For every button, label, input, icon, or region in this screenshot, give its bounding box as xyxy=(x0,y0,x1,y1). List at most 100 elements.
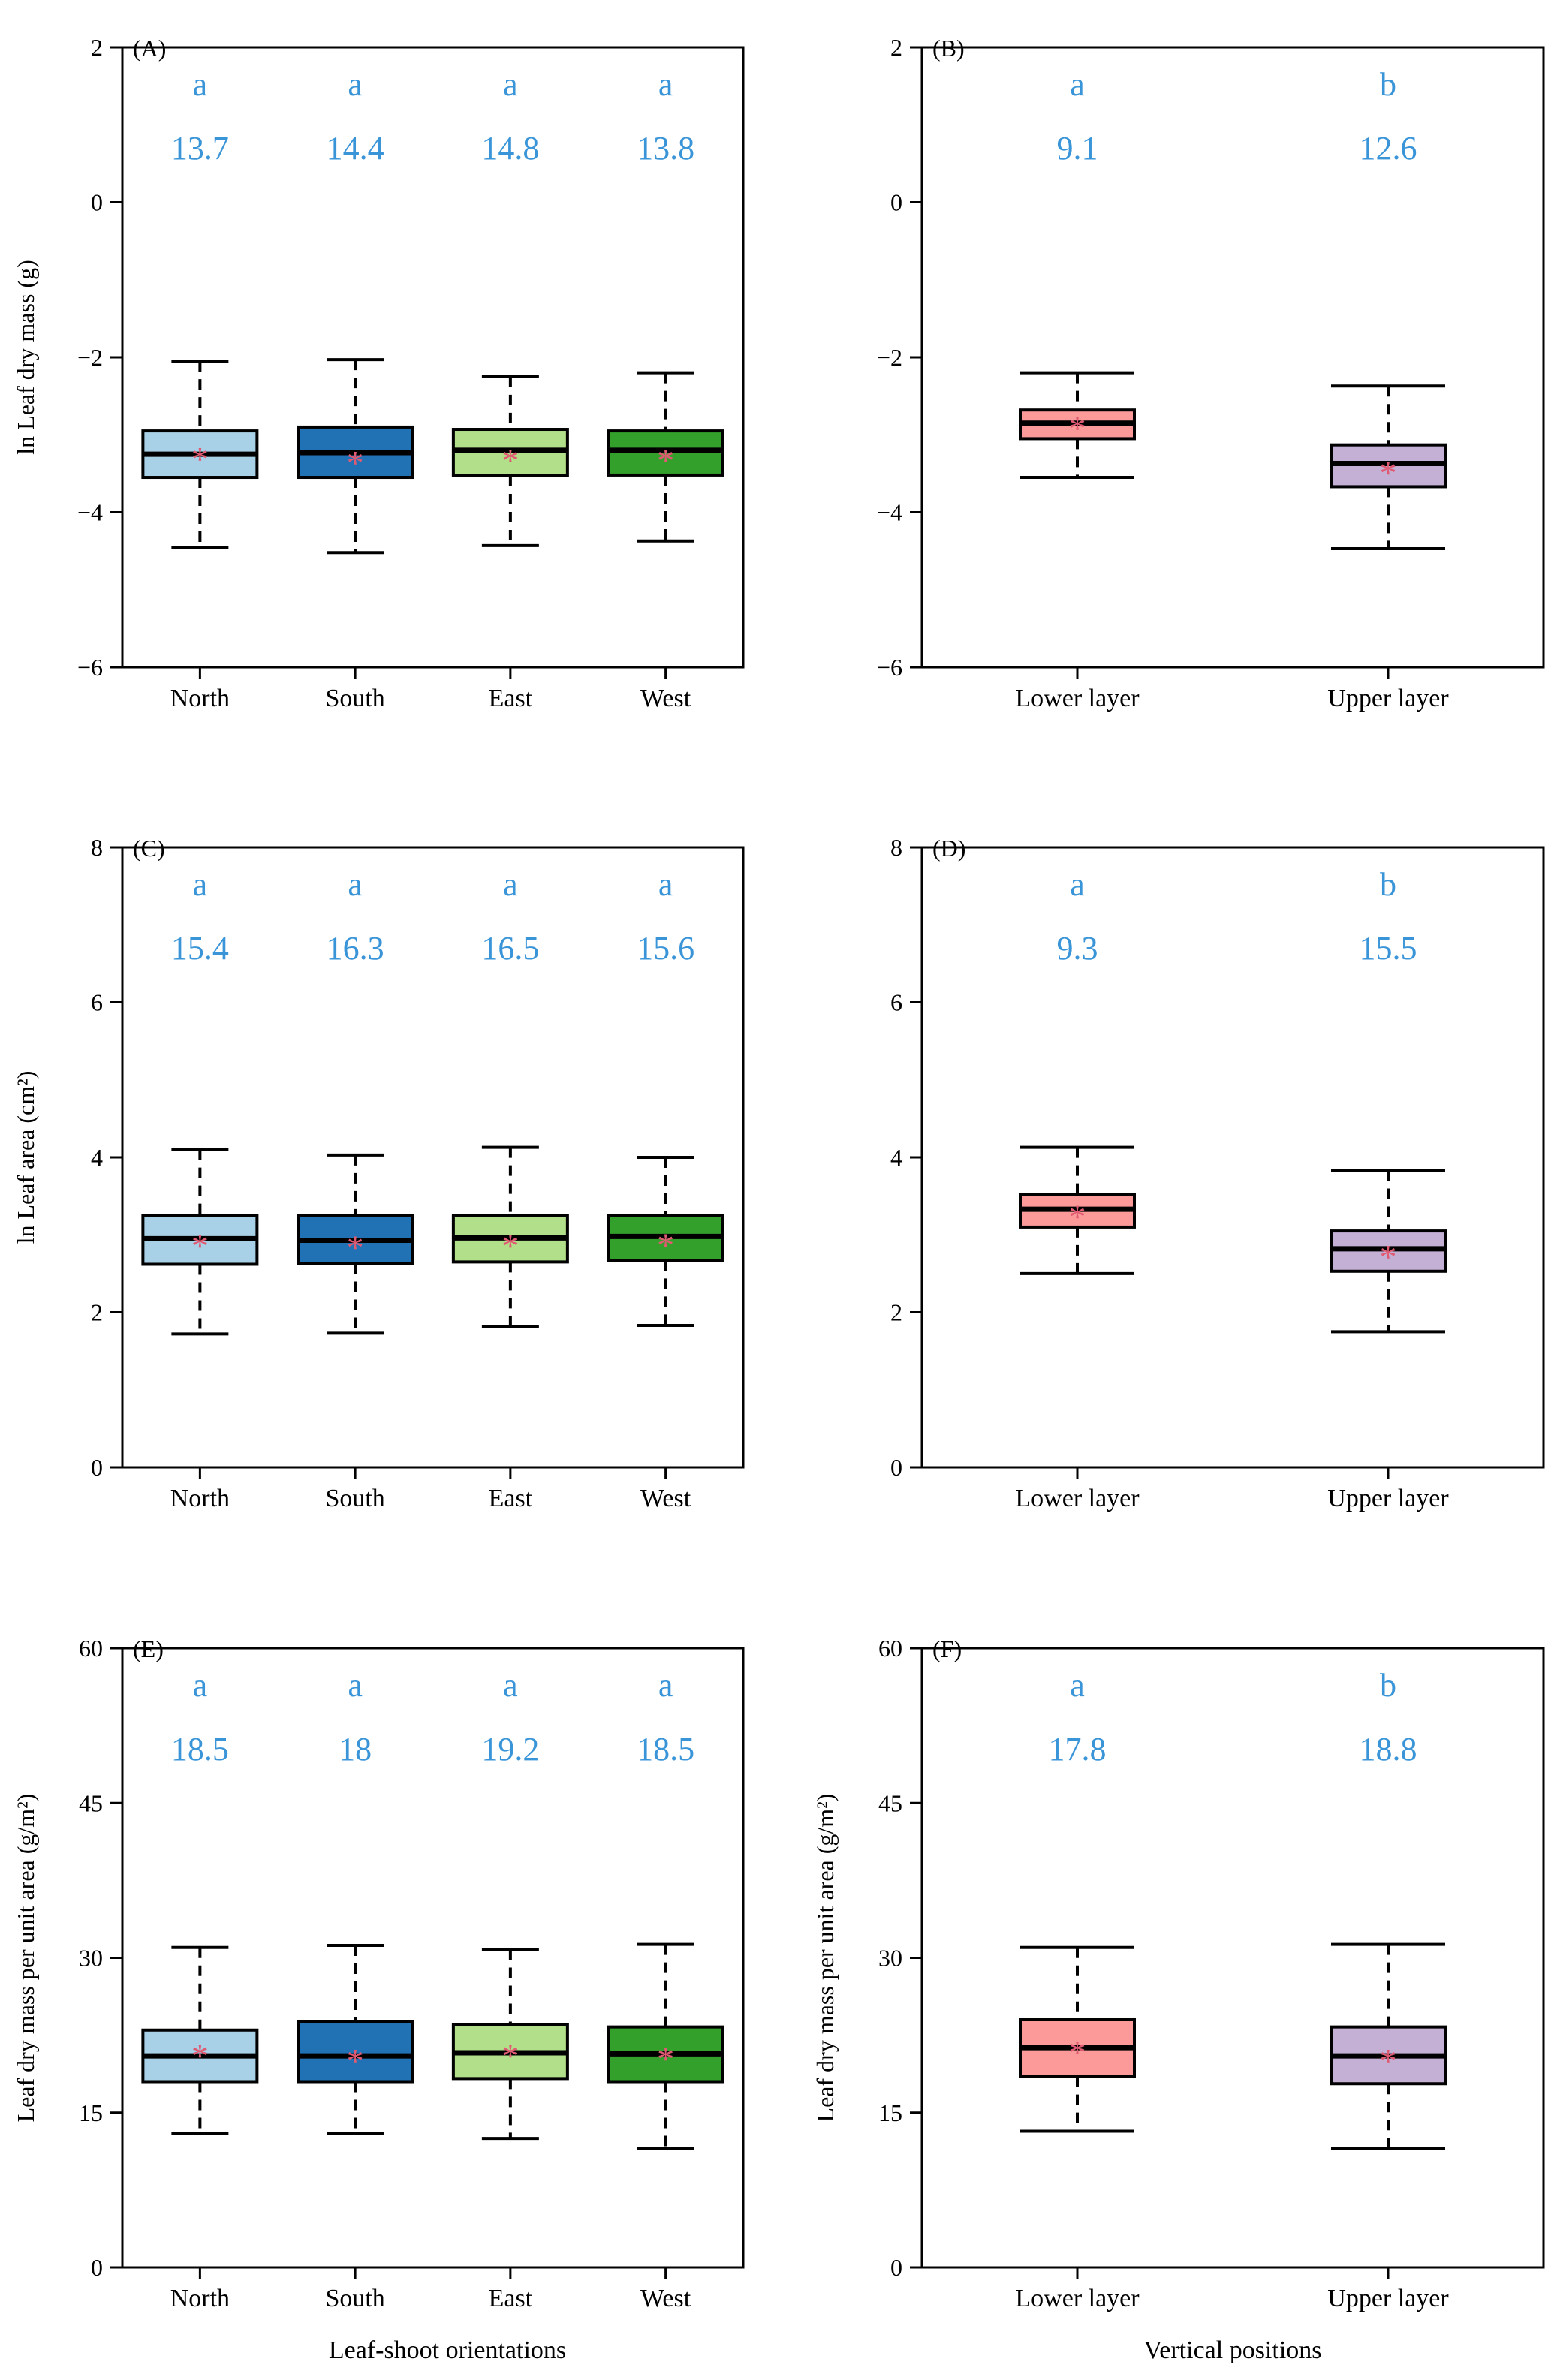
value-label: 13.8 xyxy=(637,130,694,167)
box-south: South * a 16.3 xyxy=(297,866,414,1512)
mean-marker: * xyxy=(1069,2033,1086,2072)
x-tick-label: East xyxy=(489,2285,533,2312)
value-label: 9.3 xyxy=(1057,930,1098,967)
mean-marker: * xyxy=(501,2036,519,2075)
mean-marker: * xyxy=(347,2042,364,2080)
value-label: 18.5 xyxy=(637,1731,694,1768)
y-tick-label: 60 xyxy=(79,1635,103,1662)
panel-e: (E) 0 15 30 45 60 Leaf dry mass per unit area … xyxy=(12,1635,745,2312)
panel-label: (A) xyxy=(133,35,166,62)
x-tick-label: Upper layer xyxy=(1327,1485,1449,1512)
y-tick-label: 6 xyxy=(890,989,902,1016)
x-tick-label: West xyxy=(640,685,691,712)
significance-letter: a xyxy=(348,1667,363,1704)
significance-letter: a xyxy=(503,66,518,103)
y-tick-label: 2 xyxy=(890,1299,902,1326)
y-tick-label: 0 xyxy=(890,189,902,216)
panel-f: (F) 0 15 30 45 60 Leaf dry mass per unit area … xyxy=(812,1635,1545,2312)
value-label: 18.5 xyxy=(171,1731,229,1768)
y-tick-label: 2 xyxy=(890,34,902,61)
mean-marker: * xyxy=(657,1226,674,1264)
box-lower-layer: Lower layer * a 9.3 xyxy=(1015,866,1140,1512)
value-label: 12.6 xyxy=(1360,130,1417,167)
panel-label: (C) xyxy=(133,835,165,862)
iqr-box xyxy=(607,429,724,477)
value-label: 16.5 xyxy=(481,930,539,967)
y-tick-label: 15 xyxy=(878,2099,902,2126)
value-label: 14.4 xyxy=(327,130,384,167)
y-axis-label: Leaf dry mass per unit area (g/m²) xyxy=(812,1794,839,2123)
value-label: 13.7 xyxy=(171,130,229,167)
value-label: 18 xyxy=(339,1731,372,1768)
x-tick-label: East xyxy=(489,1485,533,1512)
mean-marker: * xyxy=(347,444,364,482)
y-tick-label: 2 xyxy=(91,1299,103,1326)
box-north: North * a 13.7 xyxy=(141,66,259,712)
box-east: East * a 16.5 xyxy=(451,866,569,1512)
panel-a: (A) −6 −4 −2 0 2 ln Leaf dry mass (g) North * a 13… xyxy=(12,34,745,712)
mean-marker: * xyxy=(1069,1197,1086,1235)
x-tick-label: East xyxy=(489,685,533,712)
y-tick-label: 0 xyxy=(890,2254,902,2281)
mean-marker: * xyxy=(347,1229,364,1267)
box-lower-layer: Lower layer * a 17.8 xyxy=(1015,1667,1140,2312)
value-label: 15.5 xyxy=(1360,930,1417,967)
box-upper-layer: Upper layer * b 15.5 xyxy=(1327,866,1449,1512)
box-west: West * a 15.6 xyxy=(607,866,724,1512)
box-north: North * a 18.5 xyxy=(141,1667,259,2312)
y-tick-label: −4 xyxy=(877,499,902,526)
significance-letter: b xyxy=(1380,866,1396,903)
x-tick-label: Lower layer xyxy=(1015,2285,1140,2312)
significance-letter: a xyxy=(348,66,363,103)
y-tick-label: 4 xyxy=(91,1144,103,1171)
significance-letter: b xyxy=(1380,66,1396,103)
significance-letter: a xyxy=(503,866,518,903)
plot-frame xyxy=(920,1647,1545,2269)
y-tick-label: 6 xyxy=(91,989,103,1016)
y-axis-label: Leaf dry mass per unit area (g/m²) xyxy=(12,1794,39,2123)
mean-marker: * xyxy=(657,441,674,480)
significance-letter: a xyxy=(1070,66,1085,103)
x-tick-label: North xyxy=(170,2285,230,2312)
x-tick-label: North xyxy=(170,685,230,712)
y-tick-label: 4 xyxy=(890,1144,902,1171)
significance-letter: a xyxy=(658,66,673,103)
box-east: East * a 19.2 xyxy=(451,1667,569,2312)
value-label: 15.4 xyxy=(171,930,229,967)
mean-marker: * xyxy=(191,440,209,478)
mean-marker: * xyxy=(1069,409,1086,447)
y-tick-label: −6 xyxy=(77,654,103,681)
y-tick-label: 15 xyxy=(79,2099,103,2126)
y-tick-label: 0 xyxy=(91,189,103,216)
plot-frame xyxy=(920,46,1545,669)
significance-letter: a xyxy=(503,1667,518,1704)
value-label: 18.8 xyxy=(1360,1731,1417,1768)
significance-letter: a xyxy=(193,66,208,103)
mean-marker: * xyxy=(191,2036,209,2075)
value-label: 14.8 xyxy=(481,130,539,167)
y-tick-label: −4 xyxy=(77,499,103,526)
panel-label: (F) xyxy=(932,1635,962,1662)
significance-letter: a xyxy=(658,866,673,903)
significance-letter: a xyxy=(193,1667,208,1704)
value-label: 17.8 xyxy=(1049,1731,1107,1768)
box-south: South * a 14.4 xyxy=(297,66,414,712)
significance-letter: a xyxy=(1070,1667,1085,1704)
x-tick-label: Lower layer xyxy=(1015,1485,1140,1512)
box-upper-layer: Upper layer * b 12.6 xyxy=(1327,66,1449,712)
y-tick-label: 8 xyxy=(91,834,103,861)
significance-letter: a xyxy=(1070,866,1085,903)
box-north: North * a 15.4 xyxy=(141,866,259,1512)
box-south: South * a 18 xyxy=(297,1667,414,2312)
y-axis-label: ln Leaf dry mass (g) xyxy=(12,260,39,454)
y-tick-label: −6 xyxy=(877,654,902,681)
panel-b: (B) −6 −4 −2 0 2 Lower layer * a 9.1 Upper layer * b… xyxy=(877,34,1545,712)
panel-label: (D) xyxy=(932,835,965,862)
mean-marker: * xyxy=(1380,454,1397,492)
value-label: 16.3 xyxy=(327,930,384,967)
x-tick-label: South xyxy=(325,1485,384,1512)
mean-marker: * xyxy=(1380,2042,1397,2080)
value-label: 15.6 xyxy=(637,930,694,967)
x-tick-label: South xyxy=(325,685,384,712)
